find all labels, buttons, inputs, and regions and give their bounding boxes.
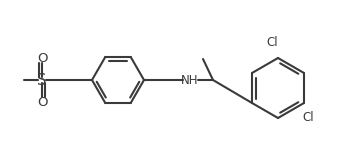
Text: S: S [37, 72, 47, 88]
Text: Cl: Cl [266, 36, 278, 49]
Text: NH: NH [181, 73, 199, 87]
Text: O: O [37, 52, 47, 64]
Text: Cl: Cl [302, 111, 314, 124]
Text: O: O [37, 96, 47, 108]
